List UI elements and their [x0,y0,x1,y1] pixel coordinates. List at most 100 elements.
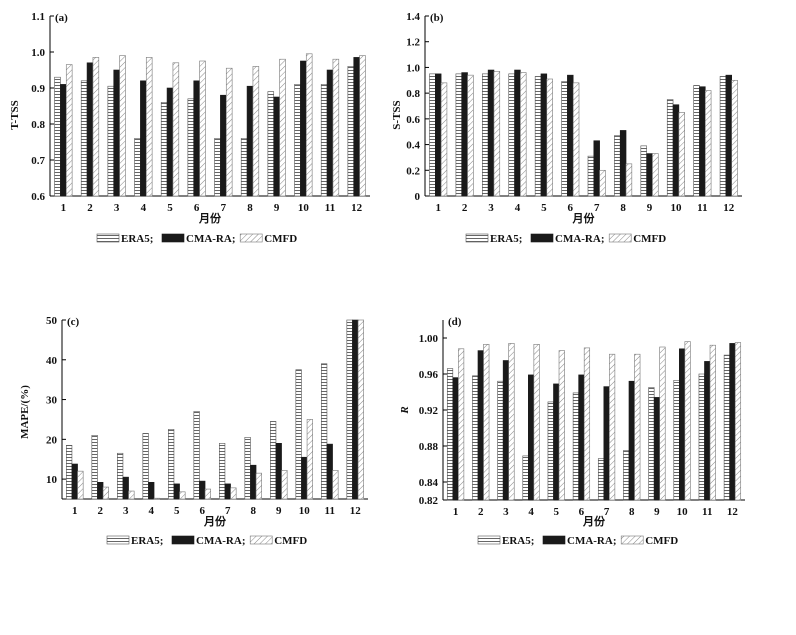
bar-cmfd-m2 [483,343,490,501]
x-tick-label: 6 [194,202,200,214]
bar-cmfd-m7 [225,67,233,197]
x-tick-label: 11 [697,202,707,214]
bar-cmfd-m2 [102,486,109,500]
bar-era5-m11 [698,373,705,501]
x-tick-label: 6 [579,506,585,518]
bar-cmfd-m10 [306,419,313,500]
x-tick-label: 2 [478,506,484,518]
y-tick-label: 0.8 [31,119,45,131]
y-tick-label: 1.0 [406,62,420,74]
bar-cma-ra-m12 [725,74,732,197]
bar-cma-ra-m5 [173,483,180,500]
bar-cmfd-m1 [65,64,73,197]
y-tick-label: 1.4 [406,11,420,23]
bar-era5-m4 [522,455,529,501]
y-tick-label: 0.96 [419,369,439,381]
bar-era5-m3 [482,73,489,197]
x-tick-label: 5 [541,202,547,214]
bar-cmfd-m8 [634,353,641,501]
bar-cma-ra-m12 [352,319,359,500]
bar-cma-ra-m8 [246,85,254,197]
bar-era5-m11 [320,84,328,197]
legend-label-cmfd: CMFD [633,233,666,245]
y-tick-label: 0.84 [419,477,439,489]
bar-era5-m4 [142,433,149,500]
y-tick-label: 0.92 [419,405,439,417]
bar-era5-m3 [117,452,124,500]
x-tick-label: 12 [727,506,739,518]
legend-swatch-cmfd [249,535,273,545]
x-tick-label: 1 [453,506,459,518]
bar-era5-m9 [270,421,277,500]
legend-swatch-era5 [477,535,501,545]
bar-cma-ra-m2 [97,481,104,500]
bar-cma-ra-m1 [60,84,67,197]
bar-cmfd-m8 [252,66,260,197]
x-axis-label: 月份 [582,514,606,528]
y-tick-label: 0.2 [406,165,420,177]
bar-cmfd-m4 [145,57,153,197]
x-tick-label: 4 [515,202,521,214]
bar-era5-m1 [66,444,73,500]
legend-label-cma-ra: CMA-RA; [196,535,245,547]
bar-cmfd-m9 [281,470,288,500]
legend-label-cmfd: CMFD [274,535,307,547]
bar-era5-m7 [214,138,221,197]
bar-cma-ra-m5 [166,87,174,197]
bar-era5-m8 [244,437,251,500]
bar-cma-ra-m11 [326,443,333,500]
y-tick-label: 0 [415,191,421,203]
x-axis-label: 月份 [572,211,596,225]
bar-cmfd-m6 [204,488,211,500]
bar-cmfd-m2 [467,74,474,197]
y-tick-label: 0.88 [419,441,439,453]
bar-cma-ra-m4 [514,69,521,197]
y-tick-label: 0.9 [31,83,45,95]
x-tick-label: 10 [298,202,310,214]
bar-era5-m1 [446,368,454,501]
bar-era5-m5 [160,102,168,197]
bar-era5-m4 [134,138,141,197]
bar-cma-ra-m7 [593,140,600,197]
bar-cma-ra-m9 [653,397,660,501]
bar-cma-ra-m9 [273,96,280,197]
y-tick-label: 0.6 [31,191,45,203]
bar-era5-m8 [240,138,248,197]
legend-swatch-cma-ra [161,233,185,243]
x-tick-label: 3 [488,202,494,214]
bar-cmfd-m12 [731,79,738,197]
bar-era5-m10 [673,379,680,501]
legend-label-era5: ERA5; [131,535,163,547]
bar-era5-m10 [295,369,302,500]
bar-cmfd-m8 [625,163,633,197]
x-tick-label: 9 [274,202,280,214]
bar-cma-ra-m6 [567,74,574,197]
bar-cma-ra-m3 [487,69,495,197]
bar-cmfd-m12 [734,342,742,501]
x-tick-label: 10 [299,505,311,517]
x-tick-label: 7 [604,506,610,518]
x-tick-label: 12 [723,202,735,214]
bar-cmfd-m4 [153,497,160,500]
x-tick-label: 4 [528,506,534,518]
chart-panel-4: 0.820.840.880.920.961.00(d)R1 2 3 4 5 6 7 8 9 10 1… [399,316,745,547]
legend-swatch-era5 [465,233,489,243]
bar-cmfd-m9 [659,346,666,501]
bar-cmfd-m10 [678,112,685,197]
bar-cmfd-m9 [279,58,286,197]
panel-label: (a) [55,12,68,24]
legend-swatch-era5 [96,233,120,243]
bar-cma-ra-m1 [435,73,442,197]
bar-cmfd-m6 [199,60,206,197]
bar-era5-m5 [168,429,175,500]
bar-cma-ra-m7 [603,386,610,501]
x-tick-label: 11 [702,506,712,518]
bar-cma-ra-m3 [122,476,129,500]
legend-label-cmfd: CMFD [264,233,297,245]
x-tick-label: 9 [654,506,660,518]
bar-cmfd-m5 [172,62,180,197]
y-tick-label: 20 [46,434,58,446]
x-tick-label: 3 [114,202,120,214]
bar-era5-m7 [219,443,226,500]
